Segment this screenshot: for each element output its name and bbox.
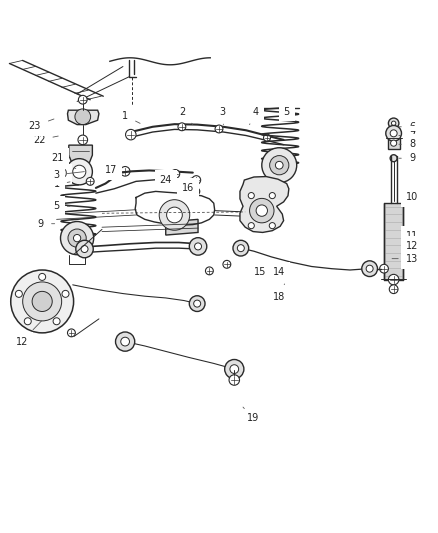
Text: 24: 24 (159, 175, 173, 185)
Circle shape (248, 192, 254, 199)
Text: 9: 9 (38, 219, 55, 229)
Text: 22: 22 (33, 135, 58, 145)
Text: 21: 21 (51, 153, 70, 163)
Circle shape (389, 274, 399, 285)
Circle shape (256, 205, 268, 216)
Circle shape (389, 285, 398, 294)
Text: 1: 1 (122, 111, 140, 123)
Circle shape (15, 290, 22, 297)
Circle shape (248, 223, 254, 229)
Circle shape (380, 264, 389, 273)
Circle shape (269, 223, 276, 229)
Circle shape (66, 159, 92, 185)
Circle shape (225, 359, 244, 379)
Circle shape (116, 332, 135, 351)
Circle shape (276, 161, 283, 169)
Circle shape (229, 375, 240, 385)
Circle shape (386, 125, 402, 141)
Circle shape (78, 95, 87, 104)
Circle shape (392, 121, 396, 125)
Circle shape (215, 125, 223, 133)
Circle shape (390, 155, 397, 161)
Circle shape (105, 169, 112, 176)
Circle shape (262, 148, 297, 183)
Polygon shape (388, 138, 400, 149)
Text: 9: 9 (399, 153, 415, 163)
Circle shape (189, 238, 207, 255)
Text: 16: 16 (182, 181, 194, 193)
Text: 4: 4 (250, 107, 259, 125)
Circle shape (230, 365, 239, 374)
Circle shape (264, 134, 271, 141)
Circle shape (68, 229, 86, 247)
Text: 5: 5 (53, 201, 70, 211)
Text: 18: 18 (273, 284, 286, 302)
Circle shape (76, 240, 93, 258)
Circle shape (250, 198, 274, 223)
Text: 12: 12 (405, 240, 418, 251)
Circle shape (270, 156, 289, 175)
Text: 19: 19 (243, 407, 259, 423)
Text: 23: 23 (28, 119, 54, 131)
Text: 17: 17 (105, 165, 118, 175)
Circle shape (205, 267, 213, 275)
Text: 15: 15 (254, 266, 267, 277)
Circle shape (189, 296, 205, 311)
Text: 1: 1 (53, 180, 70, 189)
Circle shape (166, 207, 182, 223)
Polygon shape (166, 220, 198, 235)
Circle shape (389, 118, 399, 128)
Circle shape (391, 140, 397, 146)
Text: 14: 14 (273, 266, 286, 277)
Polygon shape (385, 203, 403, 280)
Circle shape (62, 290, 69, 297)
Circle shape (269, 192, 276, 199)
Circle shape (362, 261, 378, 277)
Circle shape (390, 130, 397, 137)
Circle shape (193, 188, 200, 195)
Text: 8: 8 (399, 139, 415, 149)
Circle shape (223, 261, 231, 268)
Text: 6: 6 (399, 122, 415, 132)
Text: 13: 13 (392, 254, 418, 264)
Circle shape (366, 265, 373, 272)
Circle shape (78, 135, 88, 144)
Circle shape (39, 273, 46, 280)
Circle shape (120, 166, 130, 176)
Circle shape (32, 292, 52, 311)
Circle shape (74, 235, 81, 242)
Circle shape (194, 243, 201, 250)
Circle shape (237, 245, 244, 252)
Text: 5: 5 (282, 107, 290, 117)
Text: 20: 20 (55, 168, 76, 179)
Circle shape (11, 270, 74, 333)
Polygon shape (240, 176, 289, 232)
Circle shape (73, 165, 86, 179)
Circle shape (24, 318, 31, 325)
Circle shape (67, 329, 75, 337)
Circle shape (60, 222, 94, 255)
Circle shape (23, 282, 62, 321)
Circle shape (121, 337, 130, 346)
Circle shape (233, 240, 249, 256)
Text: 12: 12 (15, 321, 42, 346)
Circle shape (171, 169, 180, 179)
Circle shape (126, 130, 136, 140)
Text: 3: 3 (53, 170, 85, 180)
Text: 11: 11 (405, 231, 418, 241)
Circle shape (86, 177, 94, 185)
Circle shape (81, 246, 88, 253)
Text: 7: 7 (399, 131, 415, 141)
Text: 3: 3 (219, 107, 226, 125)
Circle shape (75, 109, 91, 125)
Circle shape (178, 123, 186, 131)
Text: 10: 10 (405, 192, 418, 201)
Text: 2: 2 (179, 107, 193, 125)
Circle shape (192, 176, 201, 184)
Circle shape (53, 318, 60, 325)
Circle shape (159, 200, 190, 230)
Polygon shape (67, 110, 99, 125)
Circle shape (194, 300, 201, 307)
Polygon shape (69, 145, 92, 168)
